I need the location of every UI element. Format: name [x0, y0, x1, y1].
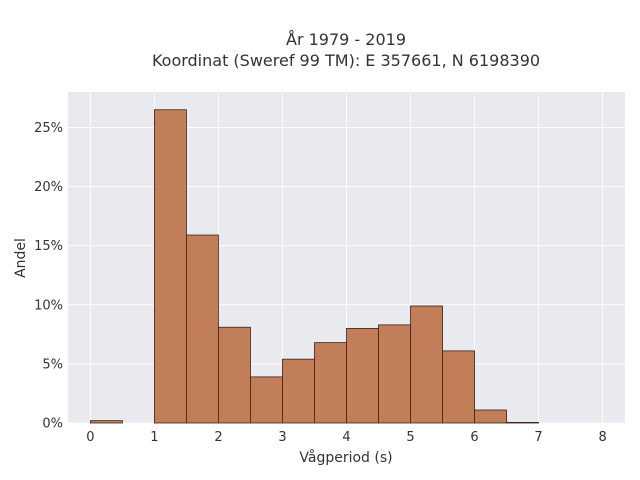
- x-tick-label: 8: [598, 430, 606, 445]
- histogram-bar: [378, 324, 411, 424]
- y-tick-label: 20%: [34, 180, 63, 195]
- histogram-bar: [314, 342, 347, 424]
- x-axis-title: Vågperiod (s): [299, 449, 392, 466]
- x-tick-label: 0: [86, 430, 94, 445]
- x-axis-ticks: 0 1 2 3 4 5 6 7 8: [86, 430, 606, 445]
- x-tick-label: 5: [406, 430, 414, 445]
- chart-subtitle: Koordinat (Sweref 99 TM): E 357661, N 61…: [152, 51, 540, 70]
- y-tick-label: 25%: [34, 121, 63, 136]
- x-tick-label: 3: [278, 430, 286, 445]
- histogram-bar: [186, 234, 219, 424]
- histogram-bar: [442, 350, 475, 424]
- x-tick-label: 6: [470, 430, 478, 445]
- y-tick-label: 5%: [42, 357, 63, 372]
- y-axis-title: Andel: [13, 238, 29, 278]
- chart-title: År 1979 - 2019: [286, 30, 406, 49]
- x-tick-label: 1: [150, 430, 158, 445]
- y-tick-label: 15%: [34, 239, 63, 254]
- x-tick-label: 7: [534, 430, 542, 445]
- x-tick-label: 4: [342, 430, 350, 445]
- histogram-bar: [250, 376, 283, 424]
- histogram-bar: [218, 326, 251, 424]
- y-tick-label: 0%: [42, 417, 63, 432]
- histogram-bar: [154, 109, 187, 424]
- histogram-bar: [346, 328, 379, 424]
- y-tick-label: 10%: [34, 298, 63, 313]
- histogram-bar: [410, 305, 443, 424]
- histogram-bar: [90, 420, 123, 424]
- y-axis-ticks: 0% 5% 10% 15% 20% 25%: [34, 121, 63, 432]
- x-tick-label: 2: [214, 430, 222, 445]
- histogram-bar: [474, 409, 507, 424]
- histogram-bar: [282, 358, 315, 424]
- histogram-bars: [90, 109, 539, 424]
- histogram-bar: [506, 422, 539, 424]
